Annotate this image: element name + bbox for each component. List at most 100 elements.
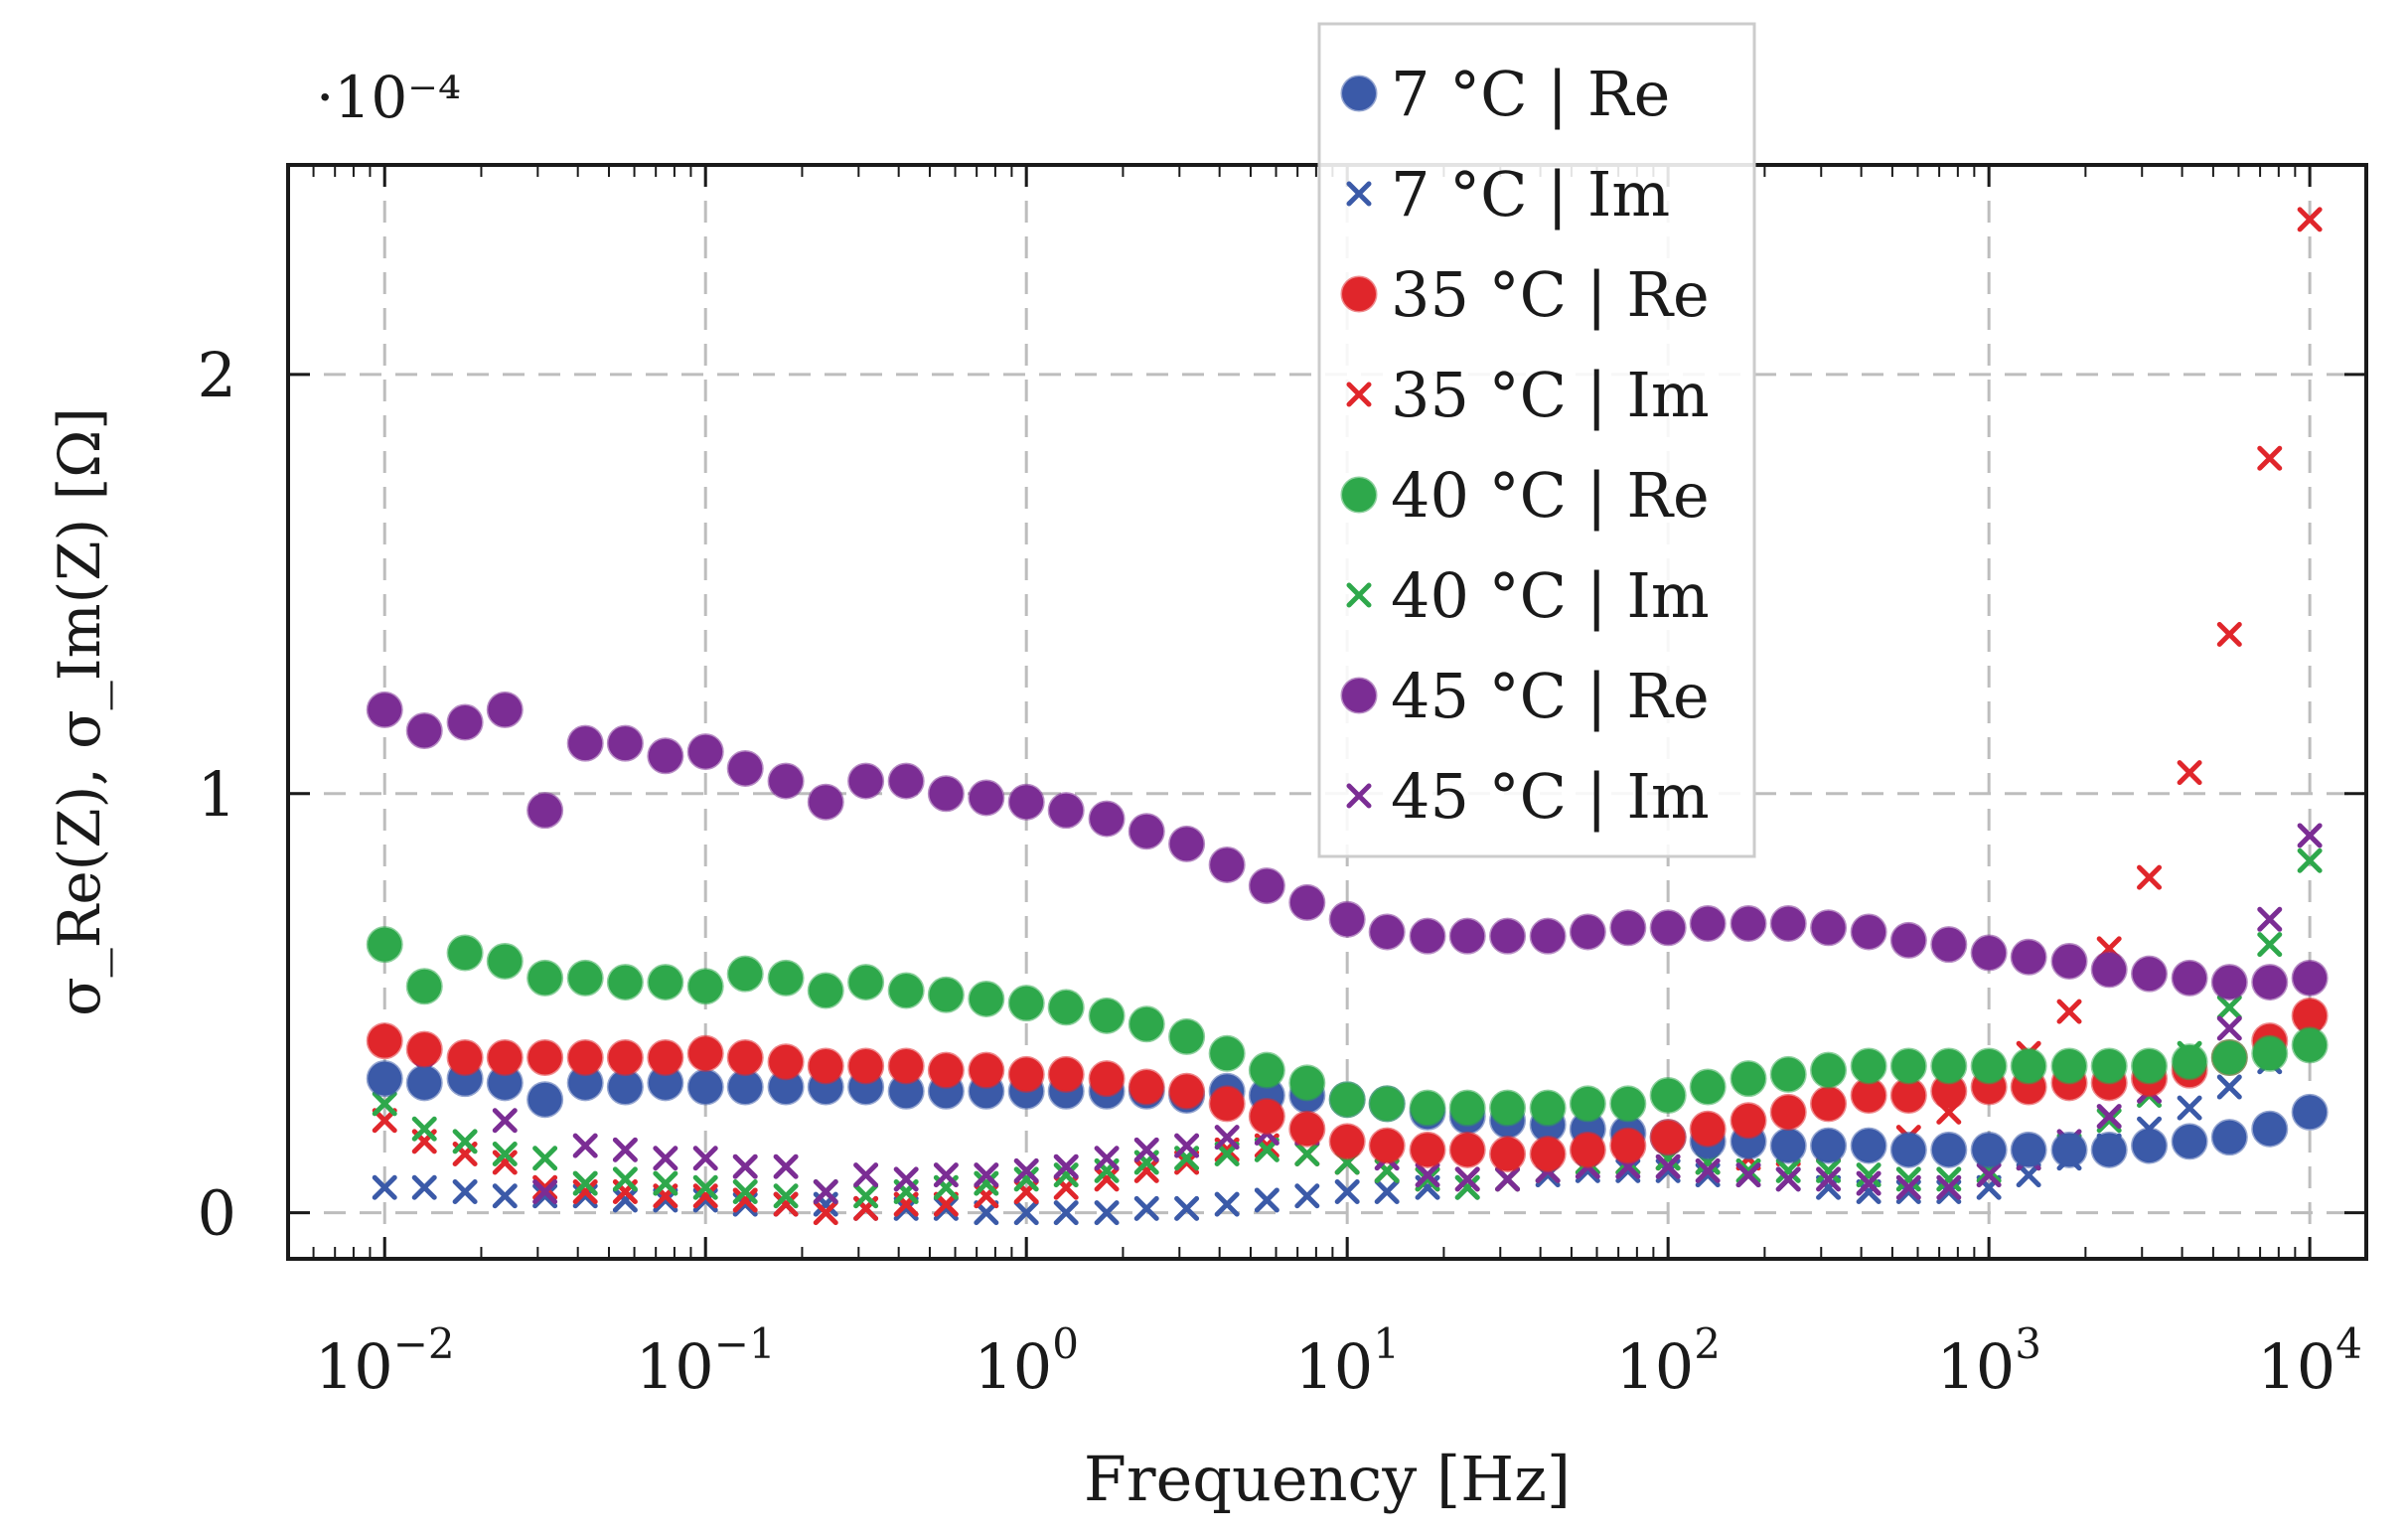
data-point-circle [1288, 883, 1326, 921]
data-point-circle [1850, 1127, 1887, 1164]
data-point-circle [647, 1039, 684, 1077]
data-point-circle [366, 691, 403, 728]
data-point-cross [532, 1179, 558, 1205]
data-point-circle [2291, 959, 2329, 997]
legend-label: 35 °C | Re [1391, 258, 1710, 331]
data-point-circle [1489, 1089, 1527, 1127]
data-point-cross [1133, 1137, 1159, 1162]
data-point-cross [1094, 1200, 1120, 1226]
data-point-cross [732, 1179, 758, 1205]
x-tick-label-exponent: 0 [1052, 1319, 1079, 1368]
x-tick-label-exponent: 2 [1694, 1319, 1721, 1368]
data-point-circle [847, 964, 885, 1001]
data-point-cross [452, 1179, 478, 1205]
data-point-circle [1609, 1127, 1647, 1164]
data-point-cross [1655, 1154, 1681, 1179]
data-point-circle [527, 1039, 564, 1077]
data-point-circle [1007, 1055, 1045, 1093]
data-point-cross [1454, 1166, 1480, 1192]
data-point-cross [1415, 1166, 1440, 1192]
data-point-circle [1569, 913, 1606, 951]
data-point-cross [1735, 1162, 1761, 1188]
data-point-circle [1569, 1131, 1606, 1168]
data-point-cross [653, 1187, 678, 1213]
y-tick-label: 2 [198, 339, 236, 411]
data-point-circle [1689, 905, 1727, 943]
data-point-circle [606, 724, 644, 762]
data-point-circle [1208, 846, 1246, 883]
data-point-cross [2216, 995, 2242, 1020]
data-point-cross [1775, 1166, 1801, 1192]
data-point-cross [1816, 1174, 1842, 1200]
data-point-cross [974, 1170, 999, 1196]
data-point-cross [1174, 1195, 1200, 1221]
data-point-circle [486, 1039, 524, 1077]
data-point-circle [1769, 905, 1807, 943]
data-point-circle [1328, 1081, 1366, 1119]
data-point-circle [1489, 1136, 1527, 1173]
data-point-cross [612, 1166, 638, 1192]
data-point-circle [647, 964, 684, 1001]
data-point-cross [933, 1195, 959, 1221]
data-point-circle [1248, 867, 1285, 905]
data-point-circle [1769, 1127, 1807, 1164]
data-point-cross [372, 1174, 397, 1200]
data-point-cross [1816, 1157, 1842, 1183]
series-3 [366, 997, 2329, 1173]
data-point-circle [1007, 783, 1045, 821]
data-point-cross [1856, 1170, 1881, 1196]
data-point-circle [887, 1047, 925, 1085]
data-point-cross [1214, 1142, 1240, 1167]
data-point-circle [1047, 792, 1085, 830]
data-point-cross [853, 1162, 879, 1188]
data-point-cross [893, 1195, 919, 1221]
data-point-circle [1689, 1110, 1727, 1148]
data-point-cross [372, 1108, 397, 1134]
x-tick-label-exponent: −2 [393, 1319, 455, 1368]
data-point-cross [893, 1166, 919, 1192]
data-point-cross [1454, 1174, 1480, 1200]
data-point-circle [1409, 917, 1446, 955]
data-point-circle [2050, 1047, 2088, 1085]
data-point-cross [1374, 1179, 1400, 1205]
data-point-cross [2096, 1108, 2122, 1134]
data-point-circle [1088, 1060, 1126, 1098]
data-point-circle [807, 1047, 844, 1085]
data-point-circle [405, 1064, 443, 1102]
data-point-circle [1128, 813, 1165, 850]
x-tick-label-exponent: 4 [2335, 1319, 2362, 1368]
data-point-circle [566, 1039, 604, 1077]
data-point-circle [1128, 1005, 1165, 1043]
x-tick-label: 10−1 [636, 1319, 776, 1403]
data-point-cross [572, 1133, 598, 1158]
x-tick-label-base: 10 [974, 1330, 1052, 1403]
data-point-cross [1816, 1166, 1842, 1192]
data-point-circle [2251, 1034, 2289, 1072]
data-point-circle [686, 968, 724, 1005]
data-point-circle [968, 1051, 1005, 1089]
data-point-cross [532, 1183, 558, 1209]
x-tick-label-base: 10 [2257, 1330, 2335, 1403]
data-point-circle [726, 1039, 764, 1077]
x-tick-label-exponent: 1 [1373, 1319, 1400, 1368]
data-point-circle [1088, 997, 1126, 1034]
data-point-cross [653, 1146, 678, 1171]
data-point-cross [1415, 1162, 1440, 1188]
data-point-circle [726, 955, 764, 993]
data-point-circle [647, 737, 684, 775]
data-point-circle [807, 972, 844, 1009]
x-tick-label: 104 [2257, 1319, 2362, 1403]
legend-label: 45 °C | Re [1391, 660, 1710, 732]
data-point-cross [1214, 1125, 1240, 1151]
data-point-circle [1208, 1085, 1246, 1123]
data-point-circle [446, 1039, 484, 1077]
data-point-circle [486, 691, 524, 728]
data-point-circle [405, 711, 443, 749]
data-point-cross [1094, 1146, 1120, 1171]
data-point-cross [1976, 1162, 2002, 1188]
data-point-circle [1368, 913, 1406, 951]
data-point-circle [686, 1034, 724, 1072]
data-point-cross [2177, 1095, 2202, 1121]
data-point-circle [1810, 909, 1848, 947]
